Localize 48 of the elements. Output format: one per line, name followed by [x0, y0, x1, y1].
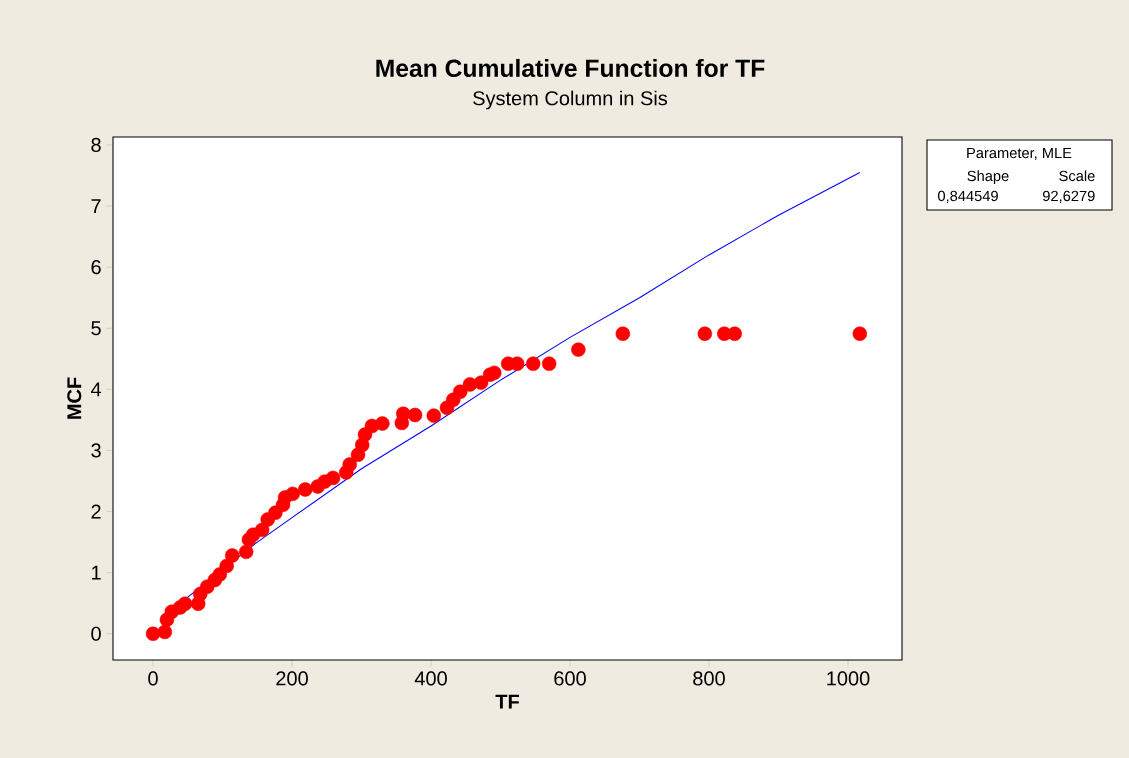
point: [453, 384, 468, 399]
y-tick-label: 4: [90, 382, 102, 397]
point: [852, 326, 868, 341]
point: [525, 356, 541, 371]
point: [342, 457, 357, 472]
point: [473, 375, 489, 390]
point: [298, 482, 313, 497]
text: 0,844549: [937, 190, 998, 203]
y-tick-label: 2: [91, 504, 101, 519]
y-tick-label: 1: [92, 565, 101, 580]
y-tick-label: 6: [91, 260, 101, 275]
point: [426, 408, 441, 423]
text: Scale: [1059, 170, 1095, 182]
text: Parameter, MLE: [967, 147, 1072, 160]
y-tick-label: 3: [91, 443, 101, 458]
x-tick-label: 200: [276, 671, 308, 686]
point: [238, 544, 254, 560]
x-tick-label: 400: [414, 671, 447, 686]
point: [615, 326, 631, 341]
y-tick-label: 0: [91, 626, 101, 641]
point: [285, 486, 300, 502]
point: [541, 356, 557, 371]
point: [571, 342, 586, 357]
x-tick-label: 800: [693, 671, 725, 686]
point: [325, 470, 341, 486]
point: [727, 326, 742, 341]
point: [487, 365, 502, 381]
chart-title: Mean Cumulative Function for TF: [376, 58, 765, 78]
point: [697, 326, 713, 341]
point: [177, 596, 193, 611]
x-tick-label: 1000: [827, 671, 870, 686]
point: [375, 416, 390, 431]
point: [225, 548, 240, 563]
point: [254, 522, 270, 538]
x-axis-title: TF: [495, 694, 519, 709]
text: Shape: [967, 170, 1009, 185]
y-tick-label: 5: [91, 321, 101, 336]
point: [396, 406, 411, 421]
point: [157, 624, 173, 640]
x-tick-label: 0: [148, 671, 158, 686]
y-axis-title: MCF: [67, 377, 82, 419]
chart-subtitle: System Column in Sis: [473, 90, 668, 110]
x-tick-label: 600: [554, 671, 586, 686]
point: [145, 626, 161, 641]
y-tick-label: 7: [91, 199, 101, 213]
text: 92,6279: [1042, 190, 1095, 203]
y-tick-label: 8: [91, 137, 101, 153]
point: [407, 407, 423, 423]
